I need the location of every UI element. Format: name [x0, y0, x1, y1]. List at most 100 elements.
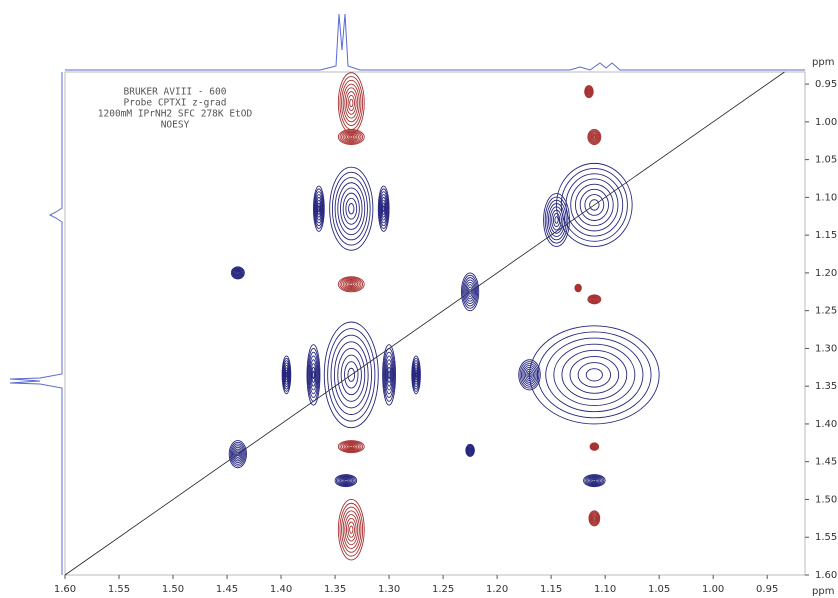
x-tick-label: 1.05: [648, 584, 670, 595]
contour-ring: [339, 129, 364, 145]
contour-ring: [284, 367, 289, 383]
contour-ring: [341, 441, 362, 452]
x-tick-label: 1.30: [378, 584, 400, 595]
contour-ring: [344, 87, 359, 119]
contour-ring: [591, 444, 597, 449]
contour-ring: [347, 94, 355, 111]
contour-ring: [551, 209, 562, 231]
contour-ring: [527, 372, 532, 378]
contour-ring: [461, 272, 480, 312]
contour-ring: [345, 517, 357, 542]
contour-ring: [344, 280, 359, 289]
contour-ring: [342, 131, 360, 143]
contour-ring: [466, 446, 474, 455]
contour-ring: [311, 366, 316, 383]
y-tick-label: 1.30: [815, 343, 837, 354]
title-line: BRUKER AVIII - 600: [124, 87, 227, 98]
x-tick-label: 1.40: [270, 584, 292, 595]
contour-ring: [588, 477, 601, 485]
contour-ring: [466, 445, 474, 456]
contour-ring: [570, 178, 619, 232]
contour-ring: [339, 502, 364, 557]
contour-ring: [228, 440, 247, 469]
contour-ring: [341, 79, 362, 127]
x-tick-label: 1.35: [324, 584, 346, 595]
contour-ring: [465, 444, 475, 457]
title-line: NOESY: [161, 120, 190, 131]
contour-ring: [342, 510, 360, 550]
contour-ring: [523, 366, 536, 383]
x-axis-label: ppm: [812, 586, 834, 597]
contour-ring: [315, 194, 323, 224]
contour-ring: [585, 86, 593, 97]
contour-ring: [465, 443, 475, 457]
contour-ring: [593, 445, 596, 448]
contour-ring: [525, 368, 535, 381]
contour-ring: [345, 443, 357, 450]
contour-ring: [589, 512, 599, 525]
contour-ring: [463, 277, 478, 307]
contour-ring: [526, 370, 533, 380]
contour-ring: [349, 135, 354, 139]
contour-ring: [341, 506, 362, 553]
contour-ring: [344, 479, 348, 482]
contour-ring: [285, 372, 288, 378]
contour-ring: [589, 199, 600, 211]
contour-ring: [383, 351, 395, 398]
contour-ring: [337, 475, 355, 486]
contour-ring: [334, 474, 358, 488]
contour-ring: [233, 446, 243, 462]
contour-ring: [465, 281, 475, 302]
contour-ring: [593, 516, 596, 520]
contour-ring: [344, 514, 359, 546]
contour-ring: [468, 447, 473, 454]
contour-ring: [317, 205, 320, 212]
contour-ring: [587, 89, 591, 94]
contour-ring: [308, 355, 318, 395]
contour-ring: [345, 280, 357, 288]
contour-ring: [341, 278, 362, 291]
contour-ring: [234, 269, 242, 277]
y-tick-label: 1.40: [815, 419, 837, 430]
top-projection: [65, 13, 805, 71]
contour-ring: [592, 444, 597, 449]
contour-ring: [381, 199, 387, 218]
contour-ring: [592, 479, 597, 482]
y-tick-label: 1.55: [815, 532, 837, 543]
contour-ring: [234, 270, 241, 276]
contour-ring: [233, 268, 243, 278]
contour-ring: [382, 344, 397, 406]
contour-ring: [381, 202, 386, 215]
contour-ring: [331, 171, 371, 246]
contour-ring: [337, 347, 366, 402]
contour-ring: [377, 185, 390, 232]
contour-ring: [347, 367, 356, 382]
contour-ring: [382, 347, 396, 402]
contour-ring: [414, 367, 419, 383]
contour-ring: [552, 212, 561, 228]
diagonal: [64, 71, 785, 576]
contour-ring: [232, 267, 244, 278]
contour-ring: [387, 366, 392, 383]
contour-ring: [468, 448, 472, 453]
x-tick-label: 1.60: [54, 584, 76, 595]
y-tick-label: 1.10: [815, 192, 837, 203]
contour-ring: [338, 476, 354, 485]
contour-ring: [556, 162, 633, 247]
contour-ring: [337, 182, 366, 236]
x-tick-label: 1.15: [540, 584, 562, 595]
contour-ring: [342, 83, 360, 123]
contour-ring: [589, 511, 600, 526]
y-tick-label: 1.60: [815, 570, 837, 581]
contour-ring: [466, 284, 474, 300]
contour-ring: [313, 185, 325, 232]
contour-ring: [412, 360, 420, 390]
y-tick-label: 1.20: [815, 268, 837, 279]
contour-ring: [231, 445, 244, 464]
contour-ring: [588, 294, 601, 304]
contour-ring: [529, 325, 660, 425]
contour-ring: [592, 516, 597, 521]
contour-ring: [236, 271, 240, 275]
contour-ring: [345, 197, 358, 220]
contour-ring: [590, 132, 599, 142]
